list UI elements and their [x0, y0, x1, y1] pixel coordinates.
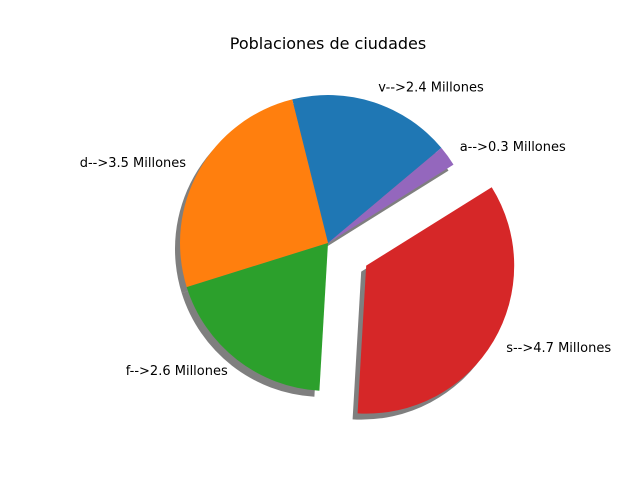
chart-title: Poblaciones de ciudades [230, 34, 426, 53]
pie-slice-s [357, 187, 515, 414]
slice-labels: v-->2.4 Millones d-->3.5 Millones f-->2.6 … [80, 81, 612, 379]
pie-slice-d [180, 99, 328, 288]
slice-label-d: d-->3.5 Millones [80, 156, 187, 171]
slice-label-v: v-->2.4 Millones [378, 81, 484, 96]
pie-slices [180, 95, 515, 414]
pie-slice-f [186, 243, 328, 391]
slice-label-a: a-->0.3 Millones [460, 140, 566, 155]
pie-slice-v [292, 95, 442, 243]
slice-label-f: f-->2.6 Millones [126, 364, 228, 379]
pie-slice-a [328, 147, 454, 243]
slice-label-s: s-->4.7 Millones [506, 341, 611, 356]
